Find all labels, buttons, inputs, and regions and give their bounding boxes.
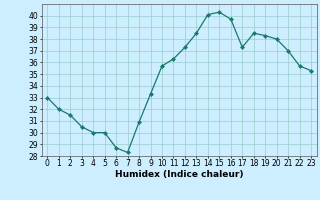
X-axis label: Humidex (Indice chaleur): Humidex (Indice chaleur)	[115, 170, 244, 179]
